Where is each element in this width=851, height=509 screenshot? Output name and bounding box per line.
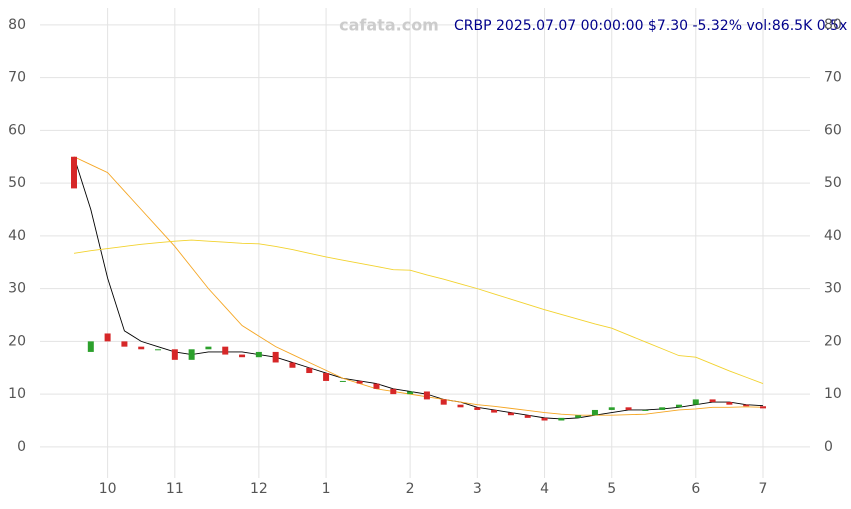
candle <box>138 346 145 350</box>
candle <box>104 333 111 342</box>
watermark: cafata.com <box>339 16 439 35</box>
candle <box>440 399 447 405</box>
candle <box>625 407 632 410</box>
candle <box>239 354 246 358</box>
candle <box>155 349 162 351</box>
y-tick-label: 0 <box>17 439 26 455</box>
x-tick-label: 4 <box>540 481 549 497</box>
y2-tick-label: 10 <box>824 386 842 402</box>
candle <box>390 388 397 395</box>
ma-line <box>73 156 764 416</box>
candle <box>407 391 414 395</box>
candle <box>457 404 464 408</box>
y-tick-label: 40 <box>8 228 26 244</box>
candle <box>726 402 733 405</box>
candle <box>659 407 666 410</box>
x-tick-label: 1 <box>322 481 331 497</box>
x-tick-label: 2 <box>406 481 415 497</box>
y-tick-label: 10 <box>8 386 26 402</box>
candle <box>743 404 750 407</box>
x-tick-label: 10 <box>99 481 117 497</box>
candle <box>709 399 716 403</box>
y2-tick-label: 50 <box>824 175 842 191</box>
y2-tick-label: 0 <box>824 439 833 455</box>
candle <box>591 409 598 416</box>
x-tick-label: 7 <box>759 481 768 497</box>
y2-tick-label: 60 <box>824 122 842 138</box>
candle <box>205 346 212 350</box>
candle <box>356 380 363 384</box>
y-tick-label: 60 <box>8 122 26 138</box>
y-tick-label: 20 <box>8 333 26 349</box>
candle <box>87 341 94 352</box>
y-tick-label: 30 <box>8 281 26 297</box>
y2-tick-label: 80 <box>824 17 842 33</box>
x-tick-label: 12 <box>250 481 268 497</box>
x-tick-label: 3 <box>473 481 482 497</box>
y-tick-label: 50 <box>8 175 26 191</box>
y-tick-label: 70 <box>8 70 26 86</box>
candle <box>71 156 77 189</box>
candle <box>373 383 380 389</box>
ma-line <box>73 239 764 384</box>
candle <box>222 346 229 355</box>
candle <box>255 351 262 358</box>
y-tick-label: 80 <box>8 17 26 33</box>
ma-line <box>73 156 764 420</box>
y2-tick-label: 40 <box>824 228 842 244</box>
candle <box>558 417 565 421</box>
candle <box>760 406 766 409</box>
candle <box>121 341 128 347</box>
candle <box>423 391 430 400</box>
candle <box>675 404 682 408</box>
candle <box>575 415 582 418</box>
candle <box>339 380 346 382</box>
chart-title: CRBP 2025.07.07 00:00:00 $7.30 -5.32% vo… <box>454 18 847 34</box>
candle <box>692 399 699 405</box>
candle <box>272 351 279 363</box>
x-tick-label: 5 <box>607 481 616 497</box>
candle <box>171 349 178 360</box>
candle <box>608 407 615 410</box>
candle <box>474 407 481 410</box>
y2-tick-label: 20 <box>824 333 842 349</box>
candle <box>507 412 514 416</box>
candle <box>289 362 296 368</box>
x-tick-label: 6 <box>691 481 700 497</box>
candle <box>524 415 531 418</box>
x-tick-label: 11 <box>166 481 184 497</box>
candle <box>541 417 548 421</box>
candle <box>188 349 195 360</box>
candle <box>642 409 649 411</box>
y2-tick-label: 30 <box>824 281 842 297</box>
candle <box>323 373 330 381</box>
candle <box>306 367 313 374</box>
candle <box>491 409 498 413</box>
y2-tick-label: 70 <box>824 70 842 86</box>
